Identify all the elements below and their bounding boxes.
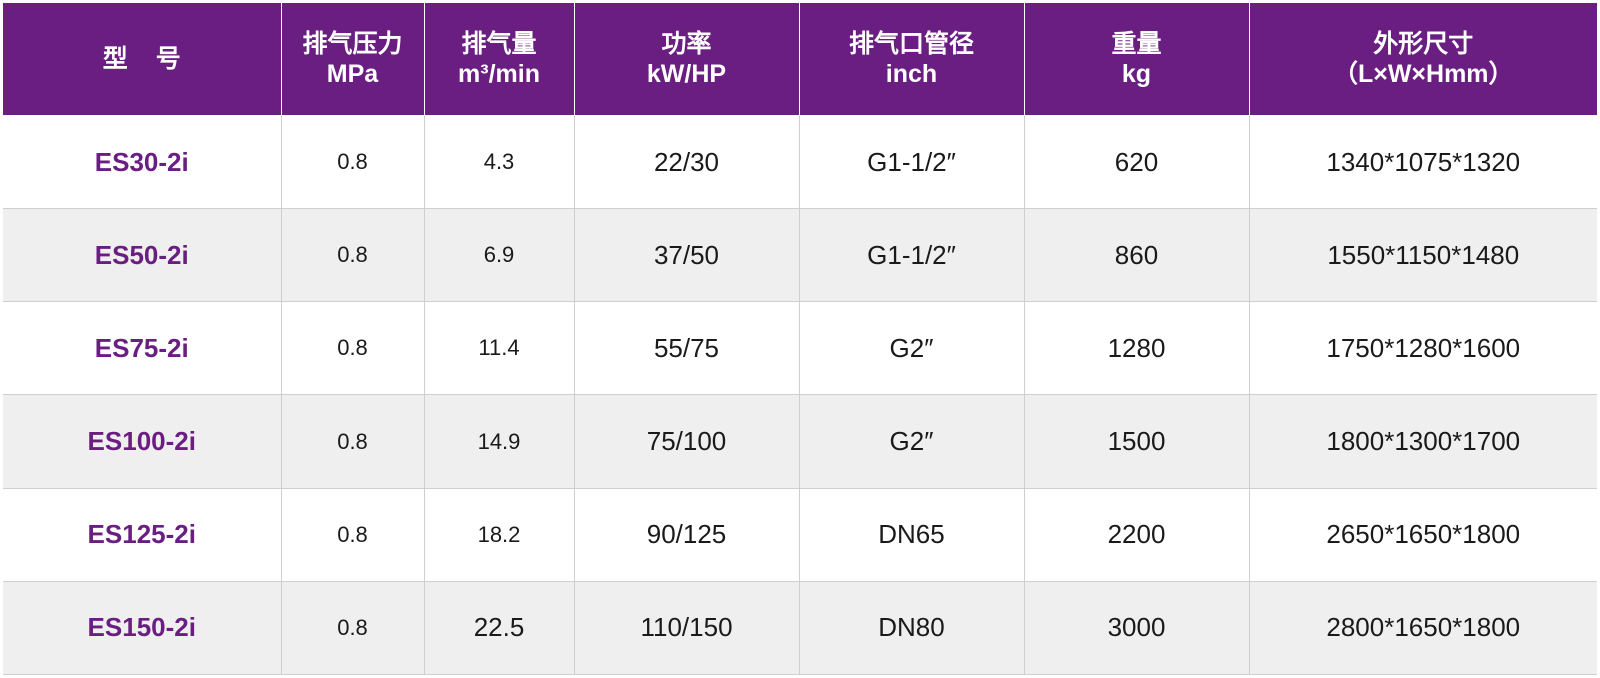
- header-flow: 排气量 m³/min: [423, 3, 575, 116]
- cell-power: 22/30: [573, 114, 800, 210]
- cell-dimensions: 1550*1150*1480: [1248, 208, 1597, 303]
- header-flow-label: 排气量: [461, 30, 537, 58]
- table-row: ES150-2i 0.8 22.5 110/150 DN80 3000 2800…: [3, 580, 1597, 676]
- cell-power: 55/75: [573, 301, 800, 396]
- cell-dimensions: 2800*1650*1800: [1248, 580, 1597, 676]
- cell-outlet: DN65: [798, 487, 1025, 582]
- header-outlet-unit: inch: [885, 60, 938, 88]
- header-row: 型号 排气压力 MPa 排气量 m³/min 功率 kW/HP 排气口管径 in…: [3, 3, 1597, 116]
- table-row: ES75-2i 0.8 11.4 55/75 G2″ 1280 1750*128…: [3, 301, 1597, 396]
- cell-weight: 860: [1023, 208, 1250, 303]
- cell-power: 110/150: [573, 580, 800, 676]
- cell-dimensions: 1750*1280*1600: [1248, 301, 1597, 396]
- header-pressure-label: 排气压力: [302, 30, 403, 58]
- cell-outlet: G2″: [798, 301, 1025, 396]
- header-model: 型号: [3, 3, 282, 116]
- table-row: ES100-2i 0.8 14.9 75/100 G2″ 1500 1800*1…: [3, 394, 1597, 489]
- cell-outlet: G1-1/2″: [798, 114, 1025, 210]
- cell-flow: 18.2: [423, 487, 575, 582]
- header-dimensions-unit: （L×W×Hmm）: [1332, 60, 1514, 88]
- cell-weight: 3000: [1023, 580, 1250, 676]
- header-outlet: 排气口管径 inch: [798, 3, 1025, 116]
- cell-flow: 14.9: [423, 394, 575, 489]
- table-row: ES125-2i 0.8 18.2 90/125 DN65 2200 2650*…: [3, 487, 1597, 582]
- header-dimensions: 外形尺寸 （L×W×Hmm）: [1248, 3, 1597, 116]
- table-header: 型号 排气压力 MPa 排气量 m³/min 功率 kW/HP 排气口管径 in…: [3, 3, 1597, 116]
- cell-model: ES100-2i: [3, 394, 282, 489]
- cell-flow: 4.3: [423, 114, 575, 210]
- spec-table: 型号 排气压力 MPa 排气量 m³/min 功率 kW/HP 排气口管径 in…: [3, 3, 1597, 676]
- cell-outlet: G2″: [798, 394, 1025, 489]
- header-model-label: 型号: [102, 45, 209, 73]
- cell-model: ES150-2i: [3, 580, 282, 676]
- header-outlet-label: 排气口管径: [848, 30, 974, 58]
- header-flow-unit: m³/min: [458, 60, 540, 88]
- cell-model: ES125-2i: [3, 487, 282, 582]
- header-weight: 重量 kg: [1023, 3, 1250, 116]
- cell-weight: 2200: [1023, 487, 1250, 582]
- cell-flow: 11.4: [423, 301, 575, 396]
- cell-flow: 22.5: [423, 580, 575, 676]
- header-power-unit: kW/HP: [646, 60, 727, 88]
- header-dimensions-label: 外形尺寸: [1373, 30, 1474, 58]
- cell-model: ES30-2i: [3, 114, 282, 210]
- header-weight-label: 重量: [1111, 30, 1162, 58]
- cell-dimensions: 1340*1075*1320: [1248, 114, 1597, 210]
- cell-pressure: 0.8: [280, 114, 425, 210]
- cell-model: ES50-2i: [3, 208, 282, 303]
- table-row: ES50-2i 0.8 6.9 37/50 G1-1/2″ 860 1550*1…: [3, 208, 1597, 303]
- cell-outlet: G1-1/2″: [798, 208, 1025, 303]
- cell-power: 75/100: [573, 394, 800, 489]
- cell-model: ES75-2i: [3, 301, 282, 396]
- cell-pressure: 0.8: [280, 580, 425, 676]
- header-weight-unit: kg: [1121, 60, 1152, 88]
- cell-power: 90/125: [573, 487, 800, 582]
- cell-power: 37/50: [573, 208, 800, 303]
- table-body: ES30-2i 0.8 4.3 22/30 G1-1/2″ 620 1340*1…: [3, 114, 1597, 676]
- header-pressure: 排气压力 MPa: [280, 3, 425, 116]
- header-pressure-unit: MPa: [326, 60, 379, 88]
- cell-weight: 620: [1023, 114, 1250, 210]
- header-power-label: 功率: [661, 30, 712, 58]
- cell-flow: 6.9: [423, 208, 575, 303]
- header-power: 功率 kW/HP: [573, 3, 800, 116]
- cell-pressure: 0.8: [280, 301, 425, 396]
- cell-dimensions: 1800*1300*1700: [1248, 394, 1597, 489]
- table-row: ES30-2i 0.8 4.3 22/30 G1-1/2″ 620 1340*1…: [3, 114, 1597, 210]
- cell-weight: 1280: [1023, 301, 1250, 396]
- cell-outlet: DN80: [798, 580, 1025, 676]
- cell-dimensions: 2650*1650*1800: [1248, 487, 1597, 582]
- cell-pressure: 0.8: [280, 487, 425, 582]
- cell-pressure: 0.8: [280, 394, 425, 489]
- cell-pressure: 0.8: [280, 208, 425, 303]
- cell-weight: 1500: [1023, 394, 1250, 489]
